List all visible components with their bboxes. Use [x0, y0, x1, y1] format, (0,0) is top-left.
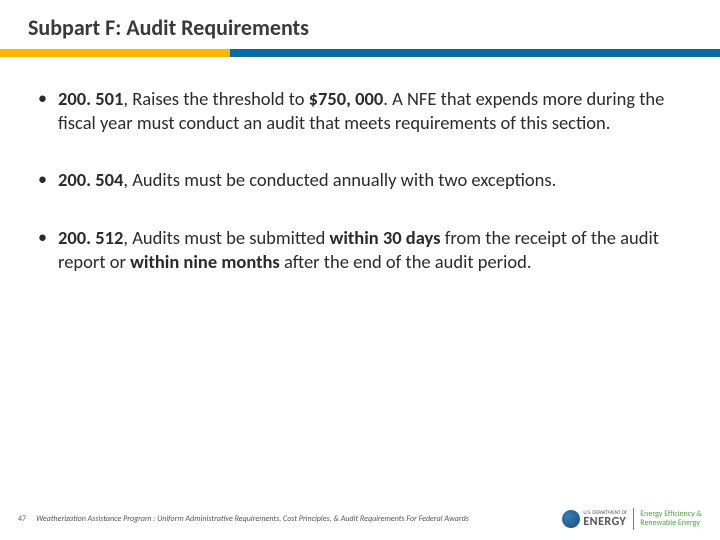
bold-phrase: within 30 days [330, 226, 441, 249]
eere-line: Renewable Energy [640, 519, 702, 528]
bullet-item: 200. 512, Audits must be submitted withi… [36, 226, 684, 273]
bullet-item: 200. 504, Audits must be conducted annua… [36, 168, 684, 192]
divider-bar [0, 49, 720, 57]
bold-phrase: within nine months [130, 250, 280, 273]
section-ref: 200. 501 [58, 87, 123, 110]
slide-title: Subpart F: Audit Requirements [28, 14, 720, 41]
bullet-list: 200. 501, Raises the threshold to $750, … [36, 87, 684, 273]
doe-energy-text: ENERGY [583, 516, 627, 528]
bullet-item: 200. 501, Raises the threshold to $750, … [36, 87, 684, 134]
doe-text: U.S. DEPARTMENT OF ENERGY [583, 511, 627, 528]
bullet-text: , Audits must be submitted [123, 226, 329, 249]
section-ref: 200. 512 [58, 226, 123, 249]
bullet-text: , Audits must be conducted annually with… [123, 168, 556, 191]
eere-text: Energy Efficiency & Renewable Energy [640, 510, 702, 528]
eere-divider [633, 508, 634, 530]
logo-block: U.S. DEPARTMENT OF ENERGY Energy Efficie… [562, 508, 702, 530]
divider-blue [230, 49, 720, 57]
page-number: 47 [18, 514, 26, 524]
divider-yellow [0, 49, 230, 57]
footer-caption: Weatherization Assistance Program : Unif… [36, 514, 562, 524]
doe-logo: U.S. DEPARTMENT OF ENERGY [562, 510, 627, 528]
slide-header: Subpart F: Audit Requirements [0, 0, 720, 41]
doe-seal-icon [562, 510, 580, 528]
bullet-text: after the end of the audit period. [280, 250, 532, 273]
bullet-text: , Raises the threshold to [123, 87, 308, 110]
bold-amount: $750, 000 [309, 87, 384, 110]
section-ref: 200. 504 [58, 168, 123, 191]
content-area: 200. 501, Raises the threshold to $750, … [0, 57, 720, 273]
footer: 47 Weatherization Assistance Program : U… [0, 508, 720, 530]
